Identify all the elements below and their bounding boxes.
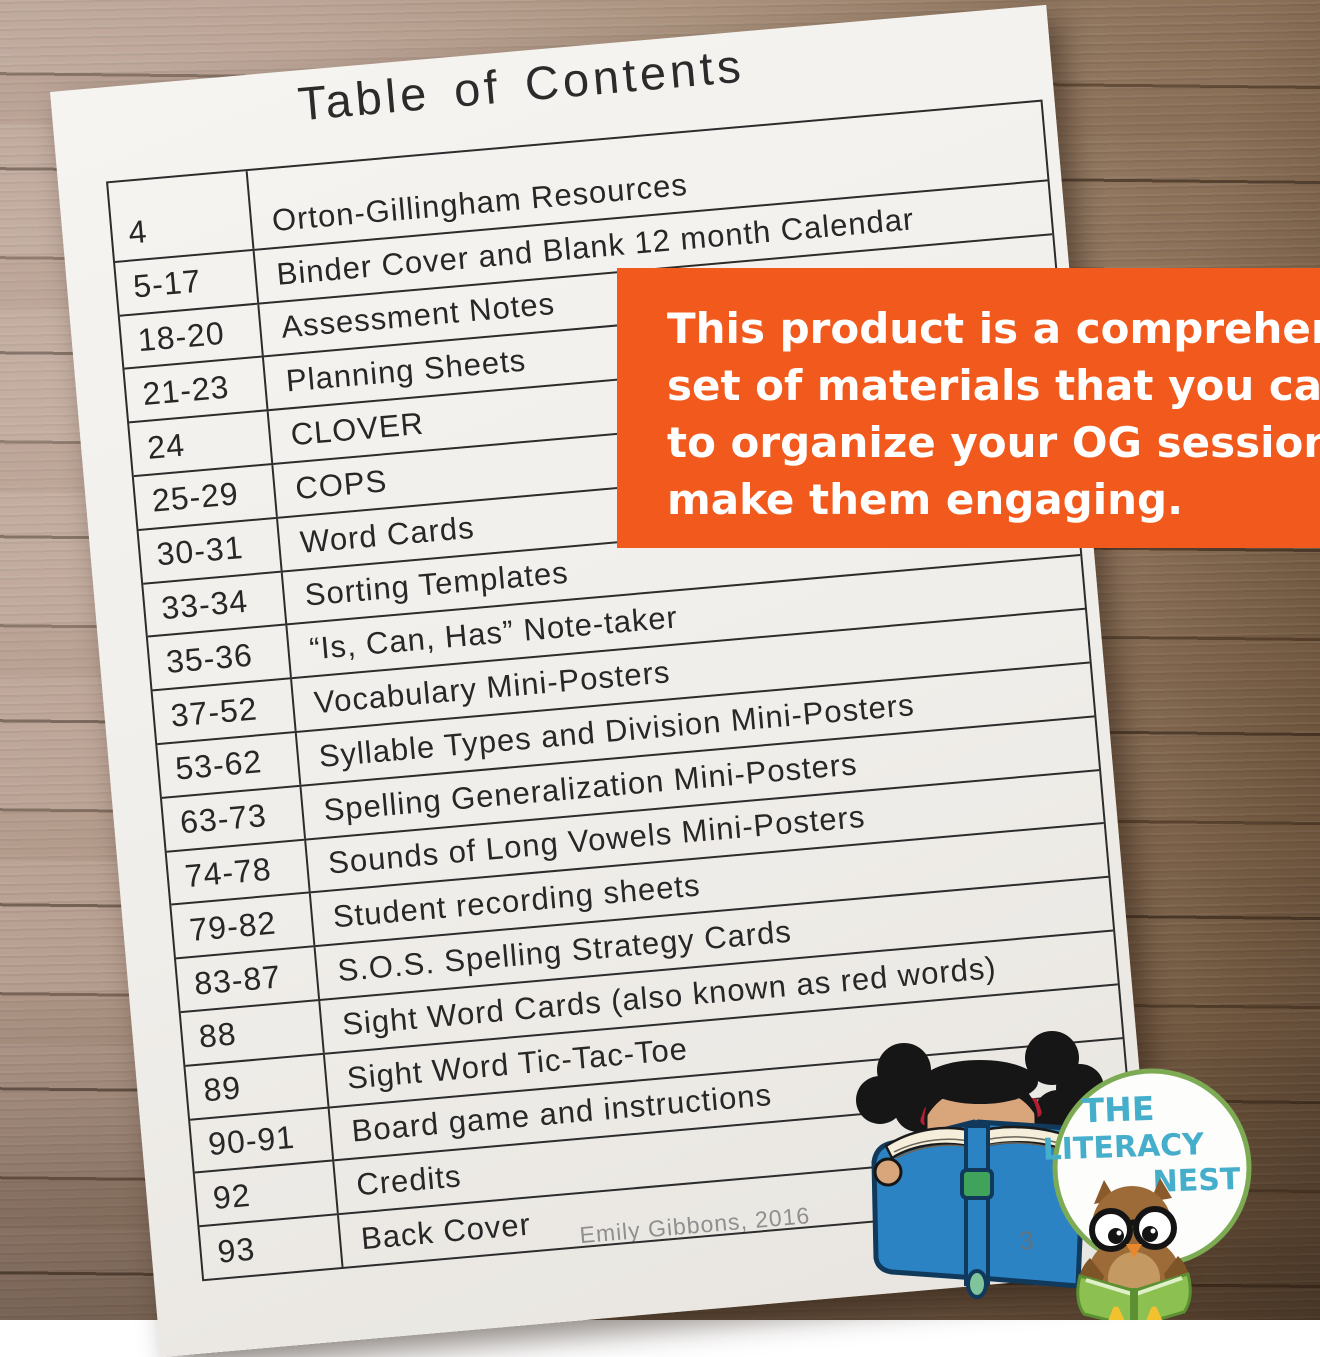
promo-callout-line: This product is a comprehensive [667, 304, 1320, 353]
svg-text:THE: THE [1081, 1089, 1155, 1131]
owl-icon [1076, 1178, 1192, 1320]
green-book-icon [1076, 1272, 1192, 1320]
promo-callout-line: make them engaging. [667, 475, 1184, 524]
literacy-nest-logo: THE LITERACY NEST [1042, 1068, 1252, 1320]
logo-wordmark: THE LITERACY NEST [1042, 1089, 1241, 1200]
promo-callout-line: to organize your OG sessions and [667, 418, 1320, 467]
page-number: 3 [1018, 1225, 1035, 1256]
toc-pages-cell: 93 [199, 1215, 344, 1280]
promo-callout-line: set of materials that you can use [667, 361, 1320, 410]
promo-callout: This product is a comprehensive set of m… [617, 268, 1320, 548]
girl-hand [873, 1157, 903, 1187]
svg-text:LITERACY: LITERACY [1042, 1127, 1206, 1168]
